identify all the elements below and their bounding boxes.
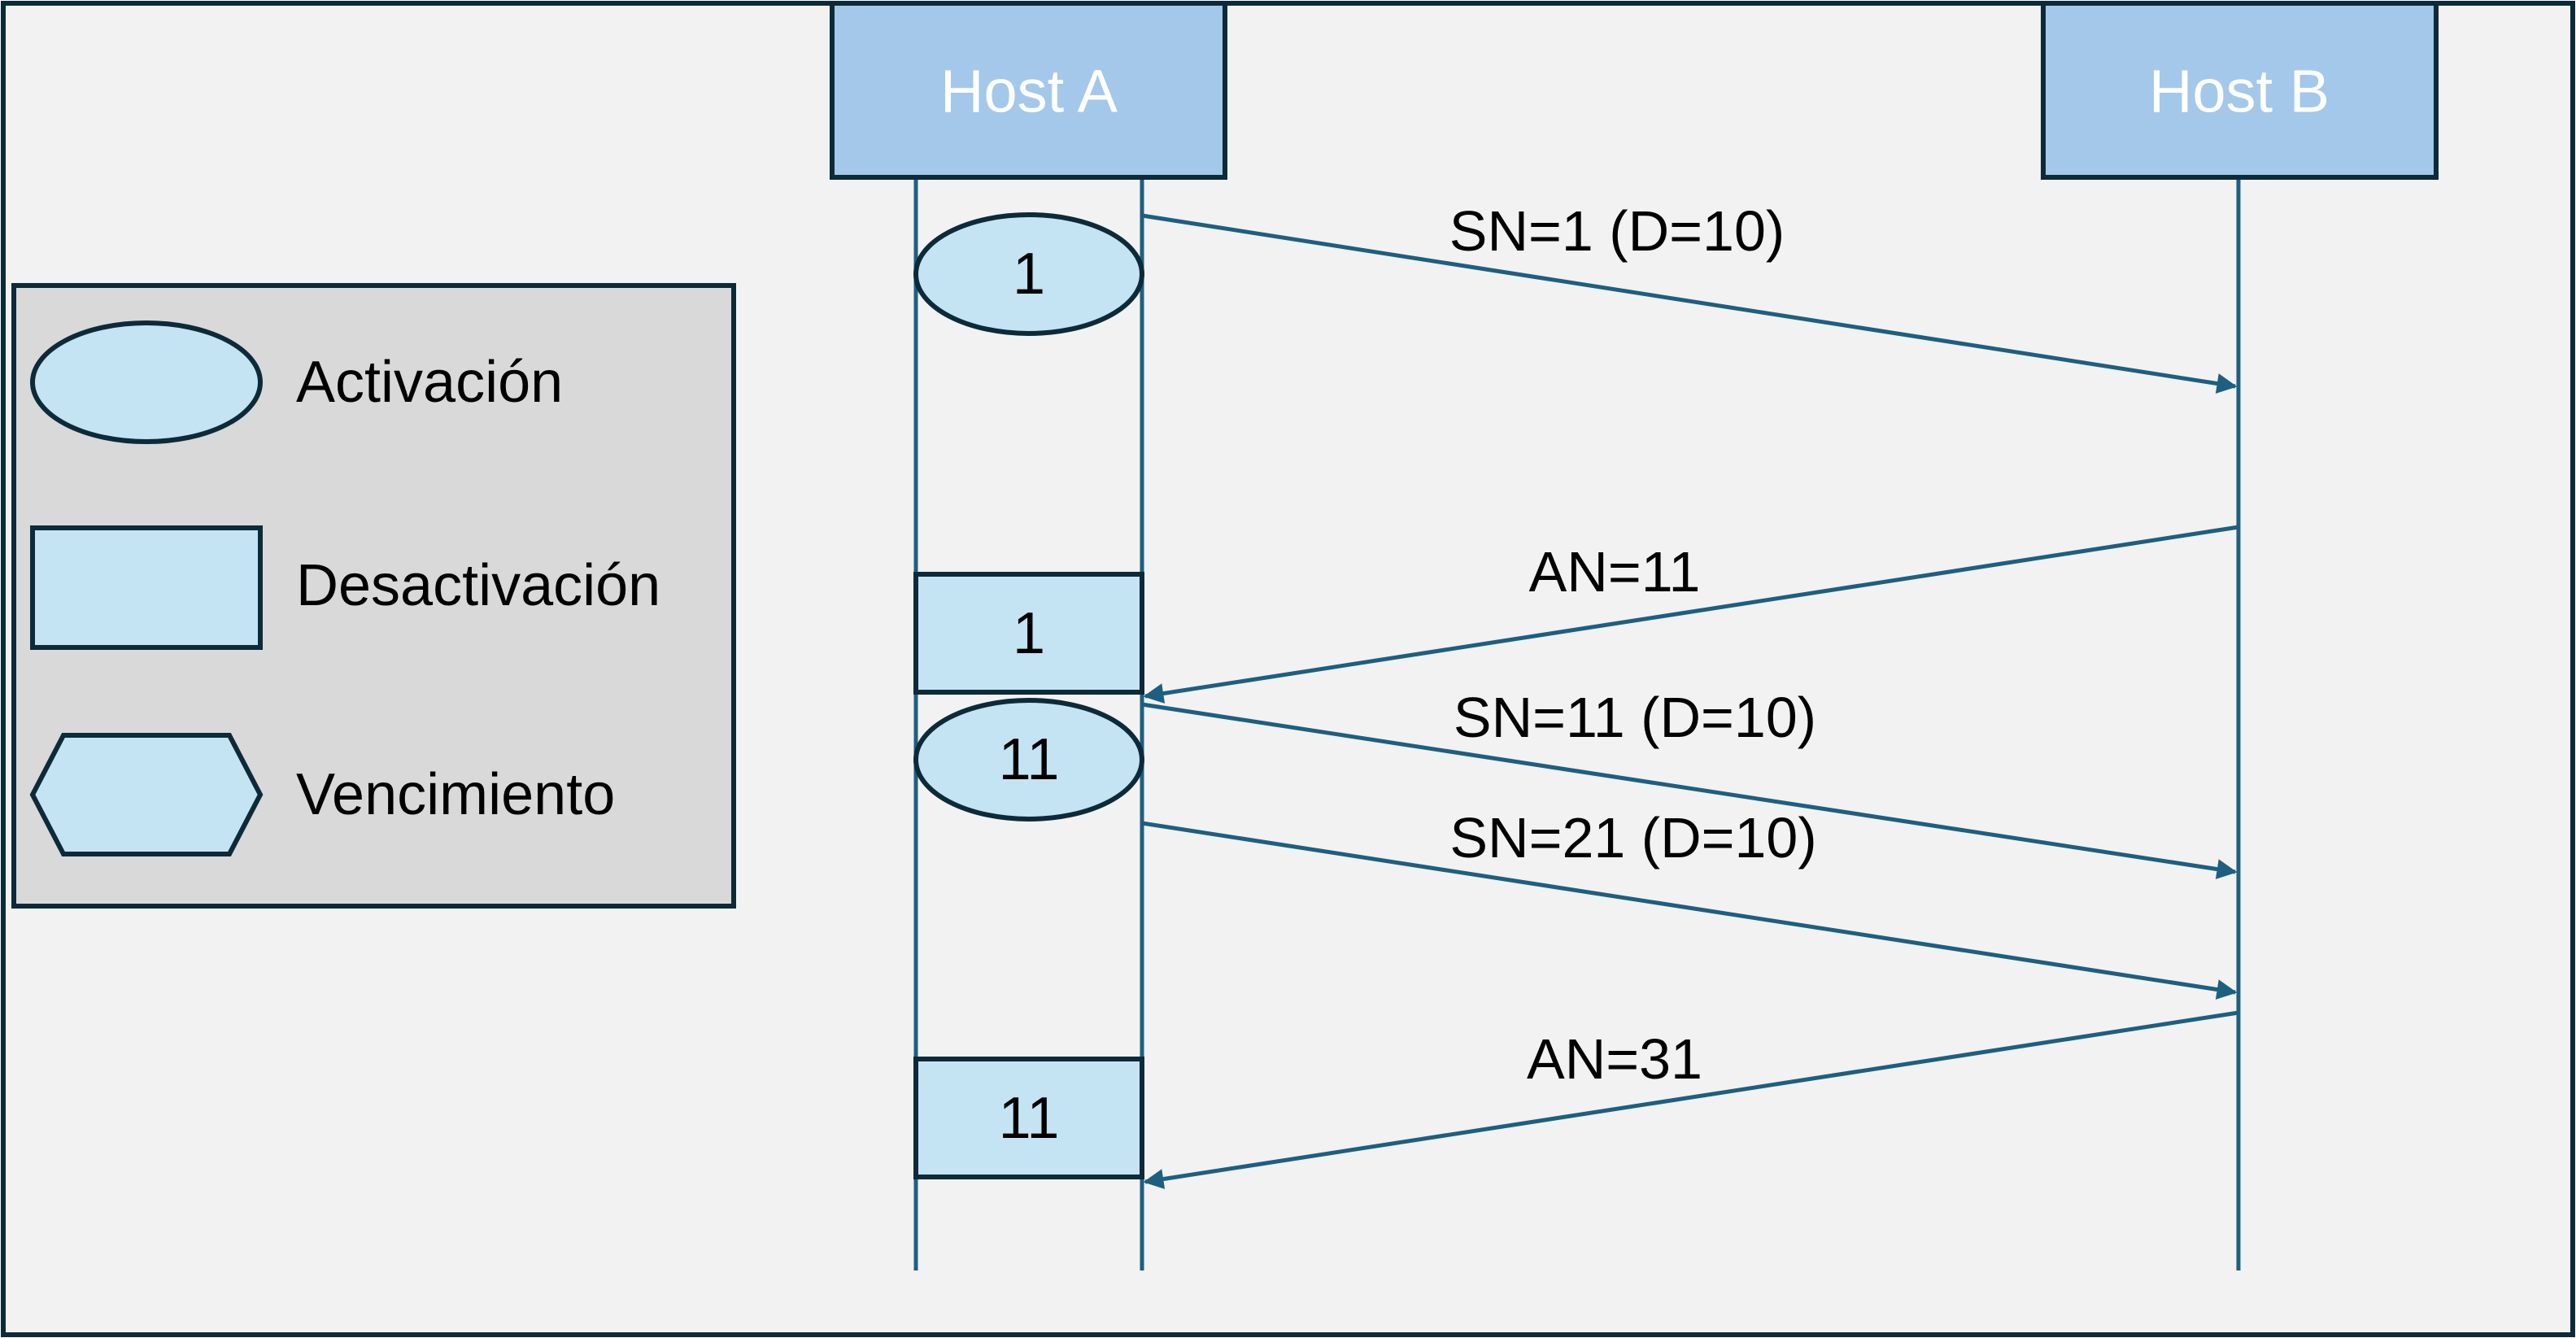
message-an11: AN=11 xyxy=(1143,525,2239,704)
host-a-title: Host A xyxy=(940,58,1118,125)
legend-deactivation-shape xyxy=(30,525,263,650)
message-sn11-arrow xyxy=(1141,702,2238,879)
message-an31-arrow xyxy=(1143,1010,2239,1189)
deactivation-marker-11-label: 11 xyxy=(999,1086,1060,1151)
legend-deactivation-label: Desactivación xyxy=(296,553,660,618)
deactivation-marker-1-label: 1 xyxy=(1013,601,1045,666)
activation-marker-1: 1 xyxy=(913,212,1144,336)
activation-marker-11-label: 11 xyxy=(999,727,1060,792)
legend-expiry-shape xyxy=(29,733,264,856)
message-sn1: SN=1 (D=10) xyxy=(1141,199,2238,394)
host-a-header: Host A xyxy=(830,1,1227,180)
host-b-header: Host B xyxy=(2041,1,2439,180)
activation-marker-11: 11 xyxy=(913,698,1144,822)
deactivation-marker-11: 11 xyxy=(913,1057,1144,1179)
message-sn21-label: SN=21 (D=10) xyxy=(1449,806,1816,869)
message-sn11: SN=11 (D=10) xyxy=(1141,686,2238,879)
legend: Activación Desactivación Vencimiento xyxy=(11,283,736,909)
message-sn1-arrow xyxy=(1141,213,2238,394)
legend-expiry-label: Vencimiento xyxy=(296,762,615,827)
message-an11-arrow xyxy=(1143,525,2239,704)
message-sn21-arrow xyxy=(1141,821,2238,1000)
host-b-title: Host B xyxy=(2149,58,2330,125)
message-sn1-label: SN=1 (D=10) xyxy=(1449,199,1785,263)
message-an31-label: AN=31 xyxy=(1527,1027,1702,1091)
message-sn21: SN=21 (D=10) xyxy=(1141,806,2238,1000)
legend-activation-shape xyxy=(30,320,263,444)
message-an31: AN=31 xyxy=(1143,1010,2239,1189)
legend-activation-label: Activación xyxy=(296,350,563,415)
activation-marker-1-label: 1 xyxy=(1013,242,1045,307)
message-an11-label: AN=11 xyxy=(1529,540,1701,604)
deactivation-marker-1: 1 xyxy=(913,572,1144,695)
message-sn11-label: SN=11 (D=10) xyxy=(1454,686,1816,749)
